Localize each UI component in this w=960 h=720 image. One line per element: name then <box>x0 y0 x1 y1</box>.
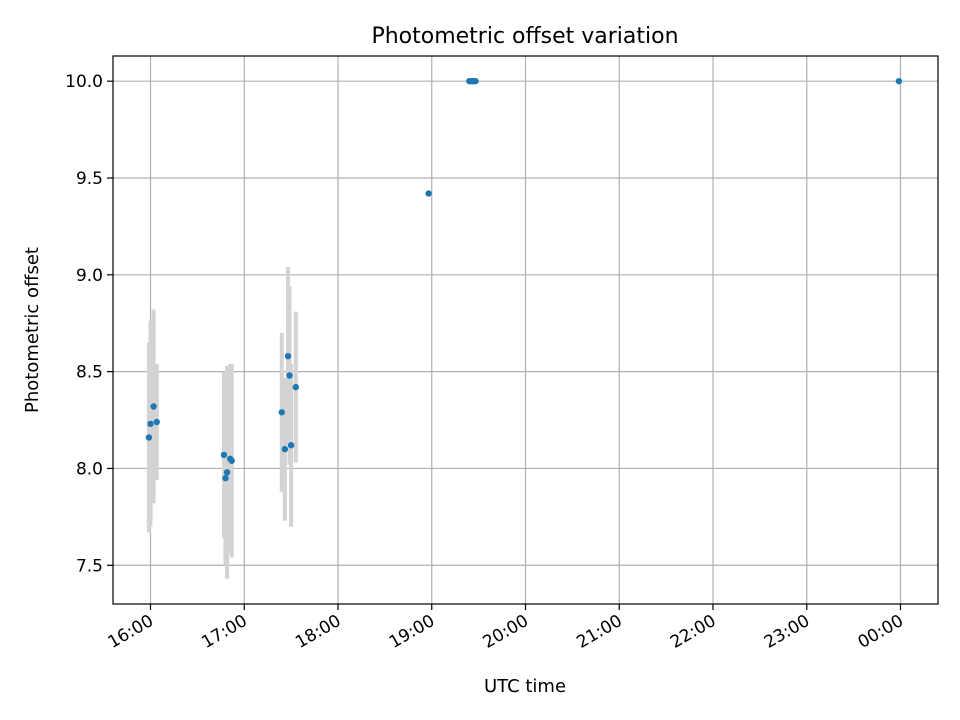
grid <box>113 56 938 604</box>
y-tick-label: 10.0 <box>65 72 103 92</box>
data-point <box>895 77 903 85</box>
data-point <box>425 190 432 197</box>
data-point <box>287 442 295 449</box>
chart-title: Photometric offset variation <box>371 24 678 49</box>
data-point <box>472 77 479 85</box>
y-tick-label: 7.5 <box>76 556 103 576</box>
data-point <box>153 418 160 426</box>
y-tick-label: 8.5 <box>76 363 103 383</box>
x-axis-label: UTC time <box>484 676 566 697</box>
y-axis-label: Photometric offset <box>22 247 43 413</box>
data-point <box>147 420 154 428</box>
data-points <box>145 77 903 482</box>
data-point <box>292 383 300 391</box>
data-point <box>281 445 289 453</box>
data-point <box>150 403 157 410</box>
data-point <box>223 469 231 476</box>
y-axis-ticks: 7.5 8.0 8.5 9.0 9.5 10.0 <box>65 72 113 576</box>
data-point <box>145 434 153 441</box>
data-point <box>220 451 228 459</box>
data-point <box>278 409 285 416</box>
y-tick-label: 9.0 <box>76 266 103 286</box>
data-point <box>228 457 235 464</box>
y-tick-label: 9.5 <box>76 169 103 189</box>
data-point <box>286 372 293 379</box>
y-tick-label: 8.0 <box>76 459 103 479</box>
data-point <box>284 352 292 360</box>
data-point <box>222 474 229 482</box>
